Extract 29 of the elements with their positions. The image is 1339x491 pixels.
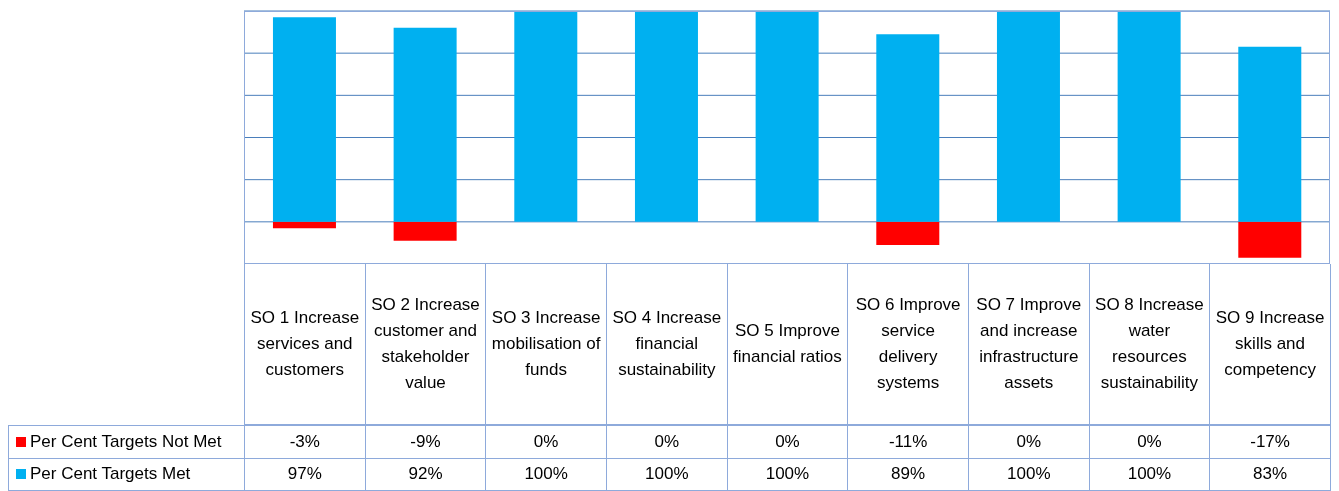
legend-label: Per Cent Targets Met	[30, 464, 191, 484]
x-tick-label: SO 2 Increase customer and stakeholder value	[365, 264, 487, 425]
x-tick-label: SO 3 Increase mobilisation of funds	[486, 264, 607, 425]
data-label: 0%	[606, 426, 728, 459]
data-label: 100%	[1089, 458, 1211, 491]
data-label: 0%	[968, 426, 1090, 459]
legend-label: Per Cent Targets Not Met	[30, 432, 222, 452]
x-tick-label: SO 8 Increase water resources sustainability	[1089, 264, 1211, 425]
data-label: -9%	[365, 426, 487, 459]
data-label: -11%	[848, 426, 969, 459]
data-label: 83%	[1210, 458, 1331, 491]
data-label: 0%	[727, 426, 849, 459]
data-label: 100%	[968, 458, 1090, 491]
data-label: 0%	[486, 426, 607, 459]
data-label: 100%	[606, 458, 728, 491]
x-tick-label: SO 9 Increase skills and competency	[1210, 264, 1331, 425]
data-label: 92%	[365, 458, 487, 491]
x-tick-label: SO 4 Increase financial sustainability	[606, 264, 728, 425]
x-tick-label: SO 5 Improve financial ratios	[727, 264, 849, 425]
data-label: 89%	[848, 458, 969, 491]
x-tick-label: SO 1 Increase services and customers	[245, 264, 366, 425]
data-label: 97%	[245, 458, 366, 491]
data-label: -17%	[1210, 426, 1331, 459]
data-label: 100%	[486, 458, 607, 491]
x-tick-label: SO 7 Improve and increase infrastructure assets	[968, 264, 1090, 425]
data-label: -3%	[245, 426, 366, 459]
x-tick-label: SO 6 Improve service delivery systems	[848, 264, 969, 425]
data-label: 0%	[1089, 426, 1211, 459]
data-label: 100%	[727, 458, 849, 491]
